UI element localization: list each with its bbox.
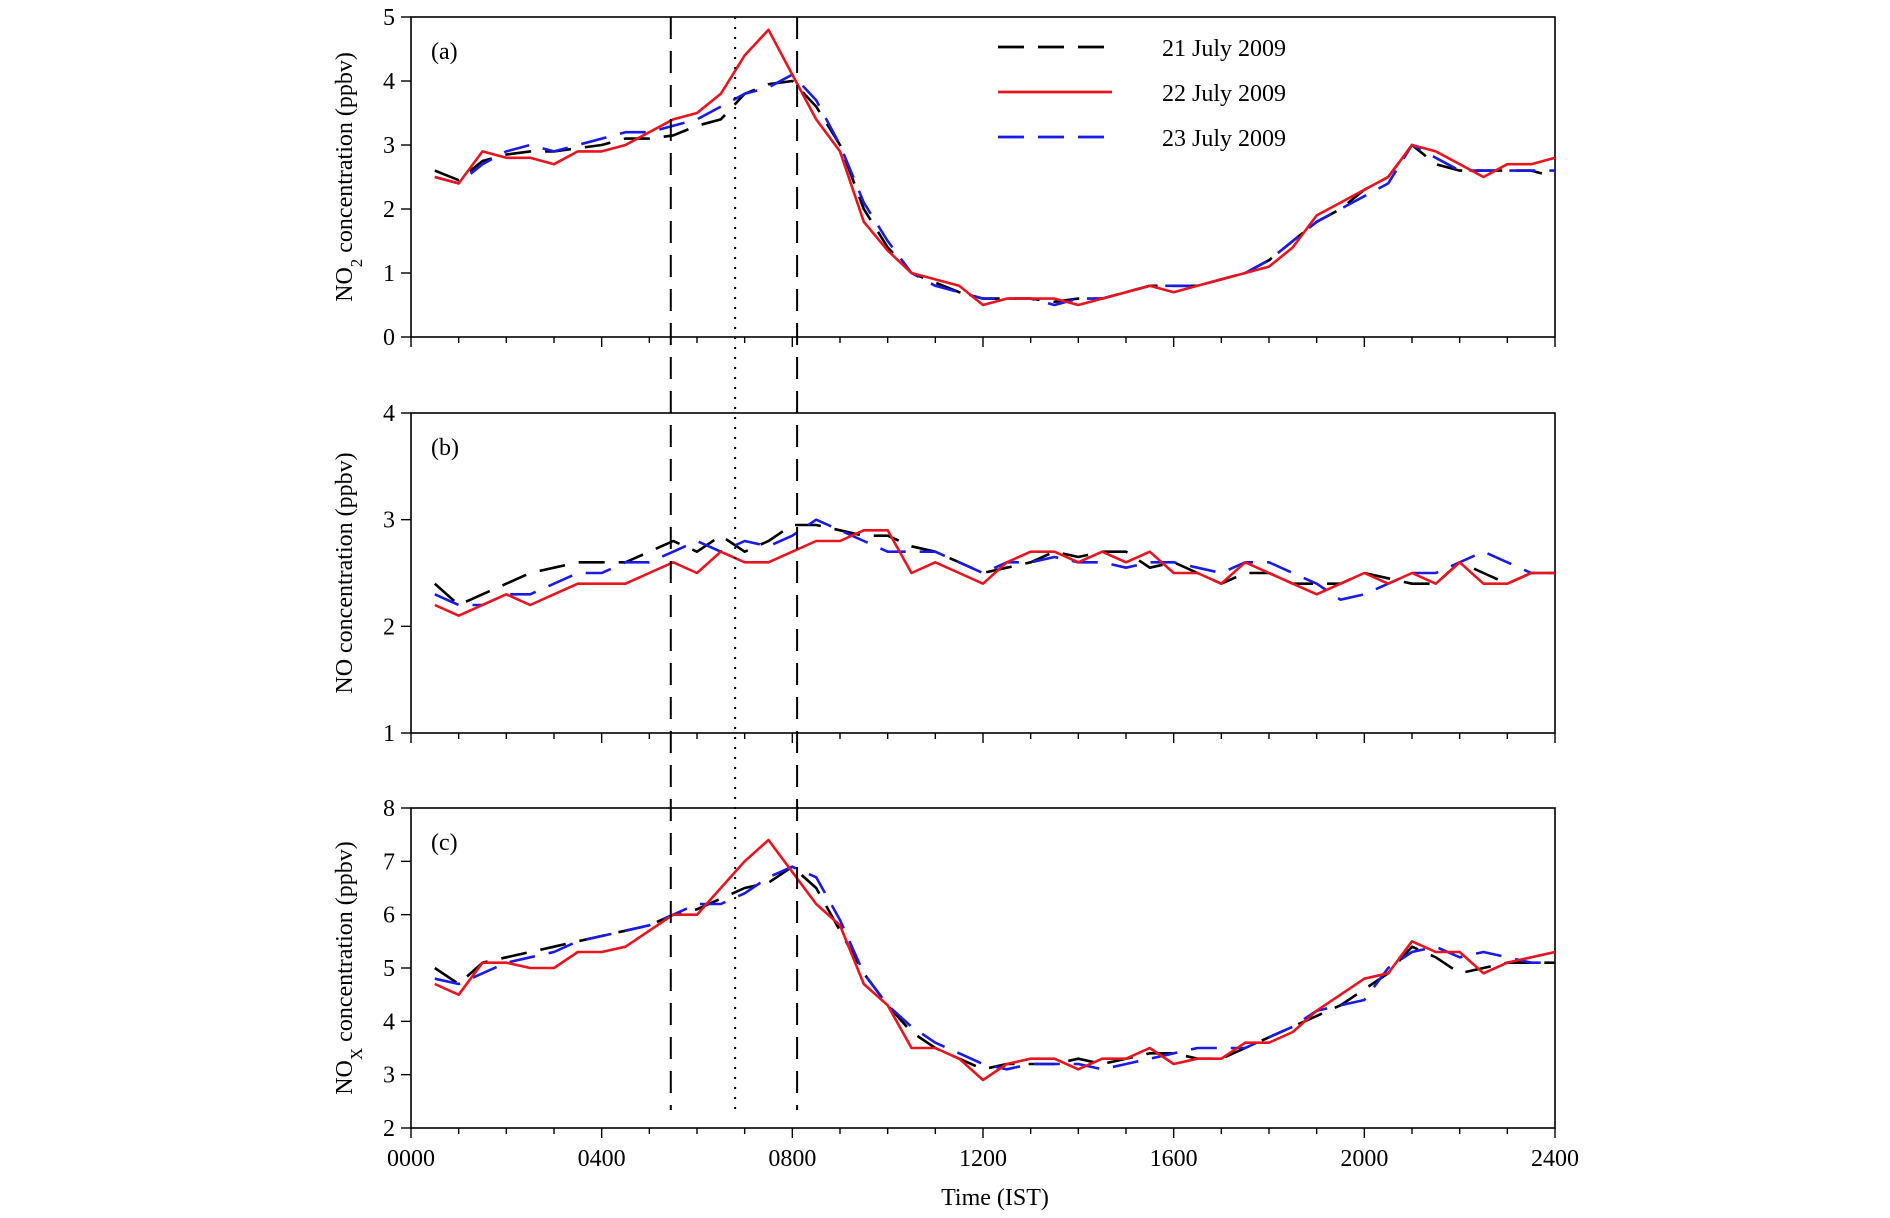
y-axis-title: NOX concentration (ppbv)	[332, 841, 366, 1095]
y-axis-title-main: NO	[332, 267, 358, 302]
x-tick-label: 1600	[1150, 1146, 1198, 1172]
y-axis-title-main: NO	[332, 1060, 358, 1095]
plot-frame	[410, 16, 1556, 338]
y-axis-title-subscript: 2	[347, 259, 366, 268]
y-tick-label: 0	[383, 325, 395, 351]
y-tick-label: 5	[383, 956, 395, 982]
y-tick-label: 4	[383, 69, 395, 95]
series-line-23-july-2009	[434, 518, 1555, 607]
legend-label: 23 July 2009	[1162, 126, 1286, 152]
y-tick-label: 4	[383, 401, 395, 427]
y-tick-label: 3	[383, 133, 395, 159]
series-line-23-july-2009	[434, 73, 1555, 307]
legend-label: 21 July 2009	[1162, 36, 1286, 62]
plot-frame	[410, 412, 1556, 734]
series-line-23-july-2009	[434, 865, 1555, 1071]
y-tick-label: 2	[383, 197, 395, 223]
x-tick-label: 0800	[768, 1146, 816, 1172]
x-tick-label: 2400	[1531, 1146, 1579, 1172]
series-line-21-july-2009	[433, 523, 1555, 607]
legend-label: 22 July 2009	[1162, 81, 1286, 107]
y-tick-label: 2	[383, 614, 395, 640]
y-axis-title-tail: concentration (ppbv)	[332, 841, 358, 1048]
x-tick-label: 2000	[1340, 1146, 1388, 1172]
series-line-22-july-2009	[434, 838, 1556, 1082]
y-axis-title-main: NO	[332, 659, 358, 694]
y-axis-title-tail: concentration (ppbv)	[332, 452, 358, 659]
y-tick-label: 7	[383, 849, 395, 875]
x-tick-label: 0400	[578, 1146, 626, 1172]
y-tick-label: 3	[383, 1063, 395, 1089]
series-line-22-july-2009	[434, 528, 1555, 618]
legend: 21 July 2009 22 July 2009 23 July 2009	[998, 36, 1286, 152]
y-axis-title-subscript: X	[347, 1048, 366, 1060]
y-axis-title: NO concentration (ppbv)	[332, 452, 358, 693]
x-tick-label: 1200	[959, 1146, 1007, 1172]
panel-c: 0000 0400 0800 1200 1600 2000 2400 2 3 4 5 6 7 8 NOX c…	[332, 796, 1579, 1172]
y-tick-label: 1	[383, 261, 395, 287]
panel-b: 1 2 3 4 NO concentration (ppbv) (b)	[332, 401, 1556, 747]
series-line-22-july-2009	[434, 28, 1556, 307]
panel-label: (a)	[431, 39, 458, 65]
panel-label: (c)	[431, 830, 458, 856]
x-tick-label: 0000	[387, 1146, 435, 1172]
reference-lines	[669, 17, 799, 1110]
y-tick-label: 1	[383, 721, 395, 747]
y-tick-label: 4	[383, 1009, 395, 1035]
y-tick-label: 2	[383, 1116, 395, 1142]
y-axis-title: NO2 concentration (ppbv)	[332, 52, 366, 302]
x-axis-title: Time (IST)	[941, 1185, 1049, 1211]
series-line-21-july-2009	[434, 79, 1556, 304]
y-tick-label: 3	[383, 508, 395, 534]
y-axis-title-tail: concentration (ppbv)	[332, 52, 358, 259]
panel-label: (b)	[431, 435, 459, 461]
y-tick-label: 5	[383, 5, 395, 31]
y-tick-label: 6	[383, 903, 395, 929]
y-tick-label: 8	[383, 796, 395, 822]
